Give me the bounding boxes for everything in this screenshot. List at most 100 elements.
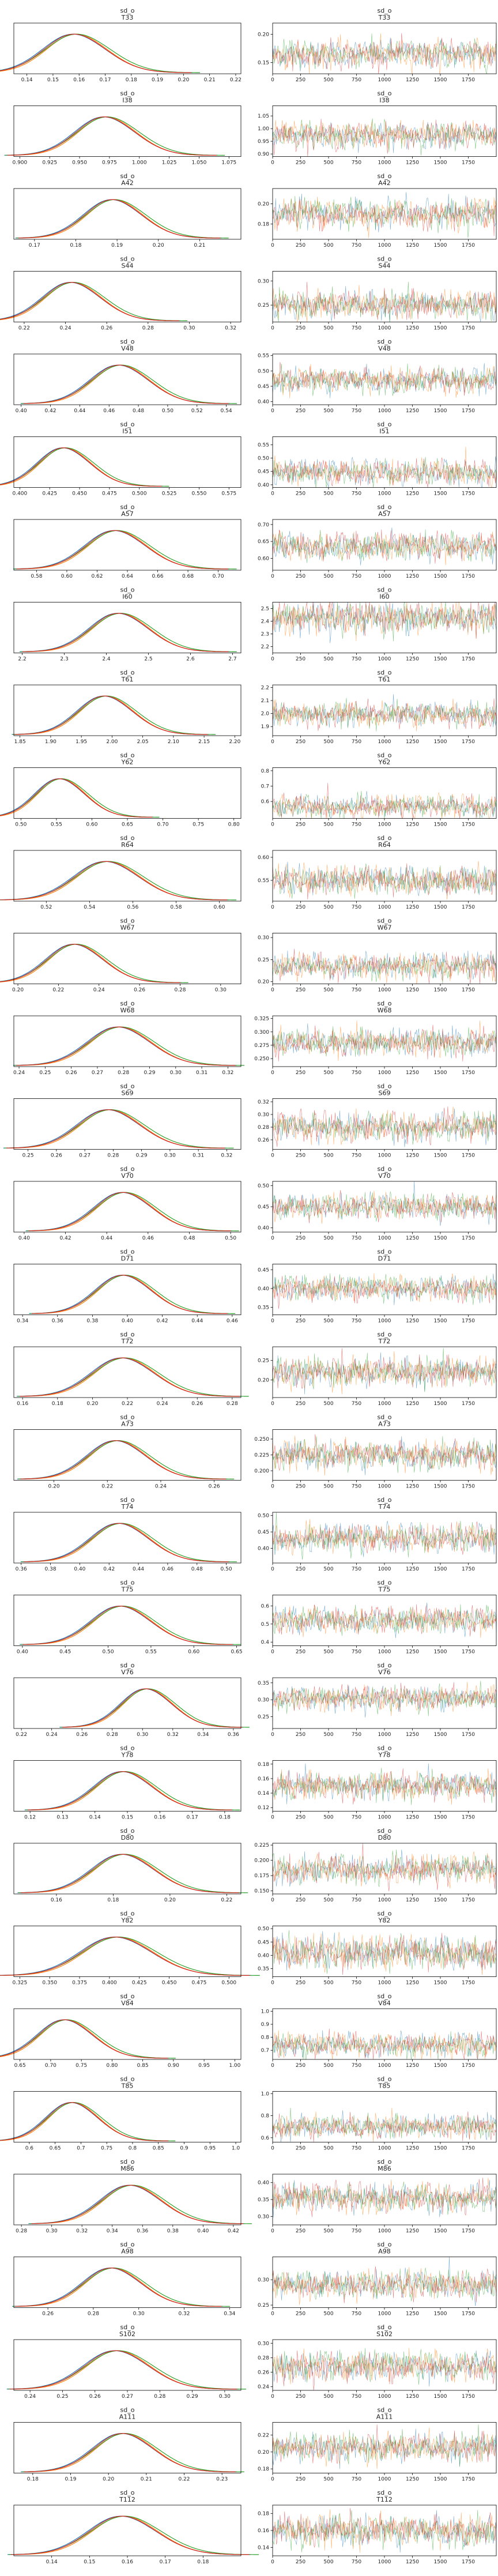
kde-x-tick-label: 0.50 bbox=[103, 1649, 114, 1655]
kde-title-coord: W68 bbox=[120, 1007, 135, 1014]
kde-x-tick-label: 2.05 bbox=[137, 739, 149, 745]
trace-title-coord: T72 bbox=[378, 1338, 391, 1345]
trace-title-coord: I38 bbox=[379, 97, 389, 104]
trace-line-chain-3 bbox=[272, 33, 497, 74]
kde-x-tick-label: 0.36 bbox=[16, 1566, 27, 1572]
trace-x-tick-label: 1000 bbox=[378, 905, 391, 910]
trace-y-tick-label: 0.35 bbox=[258, 1681, 269, 1686]
trace-x-tick-label: 1250 bbox=[406, 1484, 419, 1490]
trace-y-tick-label: 2.2 bbox=[261, 645, 269, 650]
trace-x-tick-label: 1250 bbox=[406, 491, 419, 497]
trace-x-tick-label: 1000 bbox=[378, 1649, 391, 1655]
trace-x-tick-label: 1250 bbox=[406, 160, 419, 166]
kde-x-tick-label: 0.44 bbox=[74, 408, 85, 414]
kde-x-tick-label: 0.36 bbox=[137, 2228, 148, 2234]
kde-line-chain-0 bbox=[17, 1854, 241, 1893]
trace-x-tick-label: 500 bbox=[323, 243, 333, 248]
trace-y-tick-label: 0.20 bbox=[258, 980, 269, 985]
kde-line-chain-2 bbox=[0, 1937, 260, 1976]
trace-x-tick-label: 0 bbox=[271, 2559, 274, 2565]
kde-title-coord: Y62 bbox=[121, 759, 134, 766]
trace-x-tick-label: 1000 bbox=[378, 2146, 391, 2152]
trace-x-tick-label: 500 bbox=[323, 1401, 333, 1407]
trace-x-tick-label: 500 bbox=[323, 1070, 333, 1076]
kde-x-tick-label: 0.65 bbox=[50, 2146, 61, 2152]
kde-line-chain-0 bbox=[0, 861, 229, 901]
trace-x-tick-label: 1750 bbox=[462, 1484, 475, 1490]
trace-line-chain-1 bbox=[272, 2509, 497, 2553]
kde-line-chain-2 bbox=[29, 2185, 252, 2224]
trace-x-tick-label: 500 bbox=[323, 1649, 333, 1655]
trace-x-tick-label: 500 bbox=[323, 905, 333, 910]
kde-x-tick-label: 0.58 bbox=[31, 574, 42, 579]
trace-x-tick-label: 0 bbox=[271, 2311, 274, 2317]
kde-title-coord: T61 bbox=[121, 676, 134, 683]
trace-line-chain-2 bbox=[272, 529, 497, 563]
kde-x-tick-label: 0.19 bbox=[65, 2477, 76, 2483]
trace-x-tick-label: 1750 bbox=[462, 408, 475, 414]
trace-line-chain-1 bbox=[272, 698, 497, 732]
kde-line-chain-2 bbox=[21, 364, 237, 404]
kde-line-chain-2 bbox=[0, 944, 188, 983]
trace-x-tick-label: 500 bbox=[323, 1319, 333, 1324]
kde-axes-frame bbox=[13, 684, 242, 736]
trace-x-tick-label: 1500 bbox=[434, 1070, 447, 1076]
trace-x-tick-label: 1000 bbox=[378, 2559, 391, 2565]
trace-title-param: sd_o bbox=[378, 1083, 392, 1090]
kde-x-tick-label: 0.26 bbox=[51, 1153, 62, 1159]
kde-line-chain-2 bbox=[13, 2268, 230, 2307]
trace-x-tick-label: 0 bbox=[271, 2477, 274, 2483]
kde-line-chain-1 bbox=[35, 1275, 227, 1314]
trace-x-tick-label: 1250 bbox=[406, 1236, 419, 1241]
trace-x-tick-label: 0 bbox=[271, 491, 274, 497]
kde-x-tick-label: 0.45 bbox=[59, 1649, 71, 1655]
kde-x-tick-label: 1.00 bbox=[229, 2063, 240, 2069]
kde-title-coord: V84 bbox=[121, 1999, 134, 2007]
trace-line-chain-3 bbox=[272, 1190, 497, 1223]
trace-x-tick-label: 500 bbox=[323, 2146, 333, 2152]
trace-x-tick-label: 1000 bbox=[378, 243, 391, 248]
kde-x-tick-label: 0.950 bbox=[72, 160, 87, 166]
trace-line-chain-3 bbox=[272, 1843, 497, 1892]
kde-x-tick-label: 0.85 bbox=[153, 2146, 164, 2152]
kde-x-tick-label: 0.16 bbox=[73, 77, 85, 83]
trace-line-chain-3 bbox=[272, 1348, 497, 1389]
kde-title-param: sd_o bbox=[120, 2489, 135, 2496]
kde-line-chain-1 bbox=[11, 116, 216, 156]
kde-x-tick-label: 0.20 bbox=[164, 1897, 176, 1903]
trace-line-chain-3 bbox=[272, 1434, 497, 1471]
kde-x-tick-label: 0.25 bbox=[56, 2394, 68, 2400]
trace-x-tick-label: 1250 bbox=[406, 1897, 419, 1903]
trace-y-tick-label: 0.26 bbox=[258, 2370, 269, 2376]
trace-line-chain-0 bbox=[272, 1352, 497, 1395]
trace-line-chain-0 bbox=[272, 1023, 497, 1059]
trace-line-chain-2 bbox=[272, 1273, 497, 1305]
kde-x-tick-label: 0.14 bbox=[21, 77, 33, 83]
trace-x-tick-label: 1250 bbox=[406, 822, 419, 828]
trace-y-tick-label: 0.7 bbox=[261, 784, 269, 790]
kde-axes-frame bbox=[13, 2174, 242, 2225]
kde-line-chain-3 bbox=[22, 1606, 233, 1645]
kde-line-chain-1 bbox=[10, 1109, 225, 1148]
kde-x-tick-label: 0.44 bbox=[133, 1566, 144, 1572]
trace-x-tick-label: 0 bbox=[271, 243, 274, 248]
trace-x-tick-label: 1000 bbox=[378, 1897, 391, 1903]
trace-x-tick-label: 1750 bbox=[462, 243, 475, 248]
trace-line-chain-1 bbox=[272, 792, 497, 819]
trace-x-tick-label: 250 bbox=[296, 77, 305, 83]
kde-x-tick-label: 0.19 bbox=[152, 77, 163, 83]
trace-x-tick-label: 1750 bbox=[462, 739, 475, 745]
trace-title-param: sd_o bbox=[378, 1745, 392, 1752]
trace-y-tick-label: 0.28 bbox=[258, 1125, 269, 1131]
trace-title-coord: T85 bbox=[378, 2082, 391, 2090]
kde-x-tick-label: 0.27 bbox=[79, 1153, 90, 1159]
kde-line-chain-2 bbox=[20, 1606, 242, 1645]
kde-line-chain-3 bbox=[62, 1688, 243, 1728]
trace-line-chain-0 bbox=[272, 1521, 497, 1557]
kde-x-tick-label: 0.26 bbox=[134, 988, 145, 993]
trace-x-tick-label: 750 bbox=[352, 491, 361, 497]
kde-x-tick-label: 0.50 bbox=[15, 822, 27, 828]
trace-title-coord: I51 bbox=[379, 428, 389, 435]
